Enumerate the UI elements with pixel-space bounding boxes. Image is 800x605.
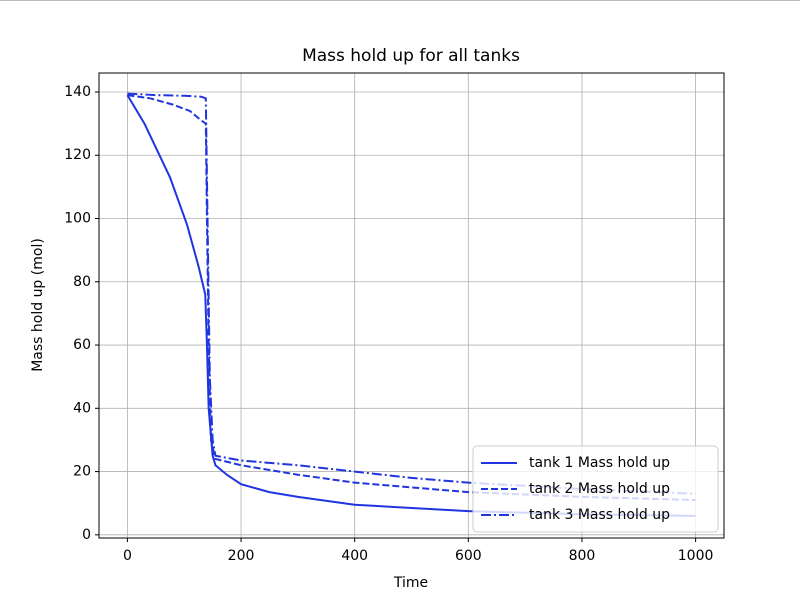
y-tick-label: 100 — [64, 211, 91, 227]
chart-title: Mass hold up for all tanks — [302, 46, 520, 66]
x-axis-label: Time — [393, 575, 428, 591]
y-tick-label: 40 — [73, 400, 91, 416]
legend-label: tank 2 Mass hold up — [529, 481, 670, 497]
y-tick-label: 0 — [82, 527, 91, 543]
x-tick-label: 800 — [569, 548, 596, 564]
legend: tank 1 Mass hold up tank 2 Mass hold up ta… — [472, 445, 719, 533]
x-tick-label: 400 — [341, 548, 368, 564]
lines — [126, 92, 696, 517]
y-tick-label: 20 — [73, 464, 91, 480]
data-line — [127, 94, 696, 502]
data-line — [127, 92, 696, 495]
x-tick-label: 0 — [123, 548, 132, 564]
ticks: 0 200 400 600 800 1000 0 20 40 60 80 100 120 140 — [64, 84, 713, 564]
x-tick-label: 600 — [455, 548, 482, 564]
y-axis-label: Mass hold up (mol) — [30, 238, 46, 372]
x-tick-label: 1000 — [678, 548, 714, 564]
y-tick-label: 140 — [64, 84, 91, 100]
legend-label: tank 3 Mass hold up — [529, 507, 670, 523]
data-line — [126, 94, 696, 517]
y-tick-label: 120 — [64, 147, 91, 163]
x-tick-label: 200 — [228, 548, 255, 564]
axes-frame — [98, 72, 725, 539]
y-tick-label: 60 — [73, 337, 91, 353]
legend-label: tank 1 Mass hold up — [529, 455, 670, 471]
legend-box — [472, 445, 719, 533]
y-tick-label: 80 — [73, 274, 91, 290]
